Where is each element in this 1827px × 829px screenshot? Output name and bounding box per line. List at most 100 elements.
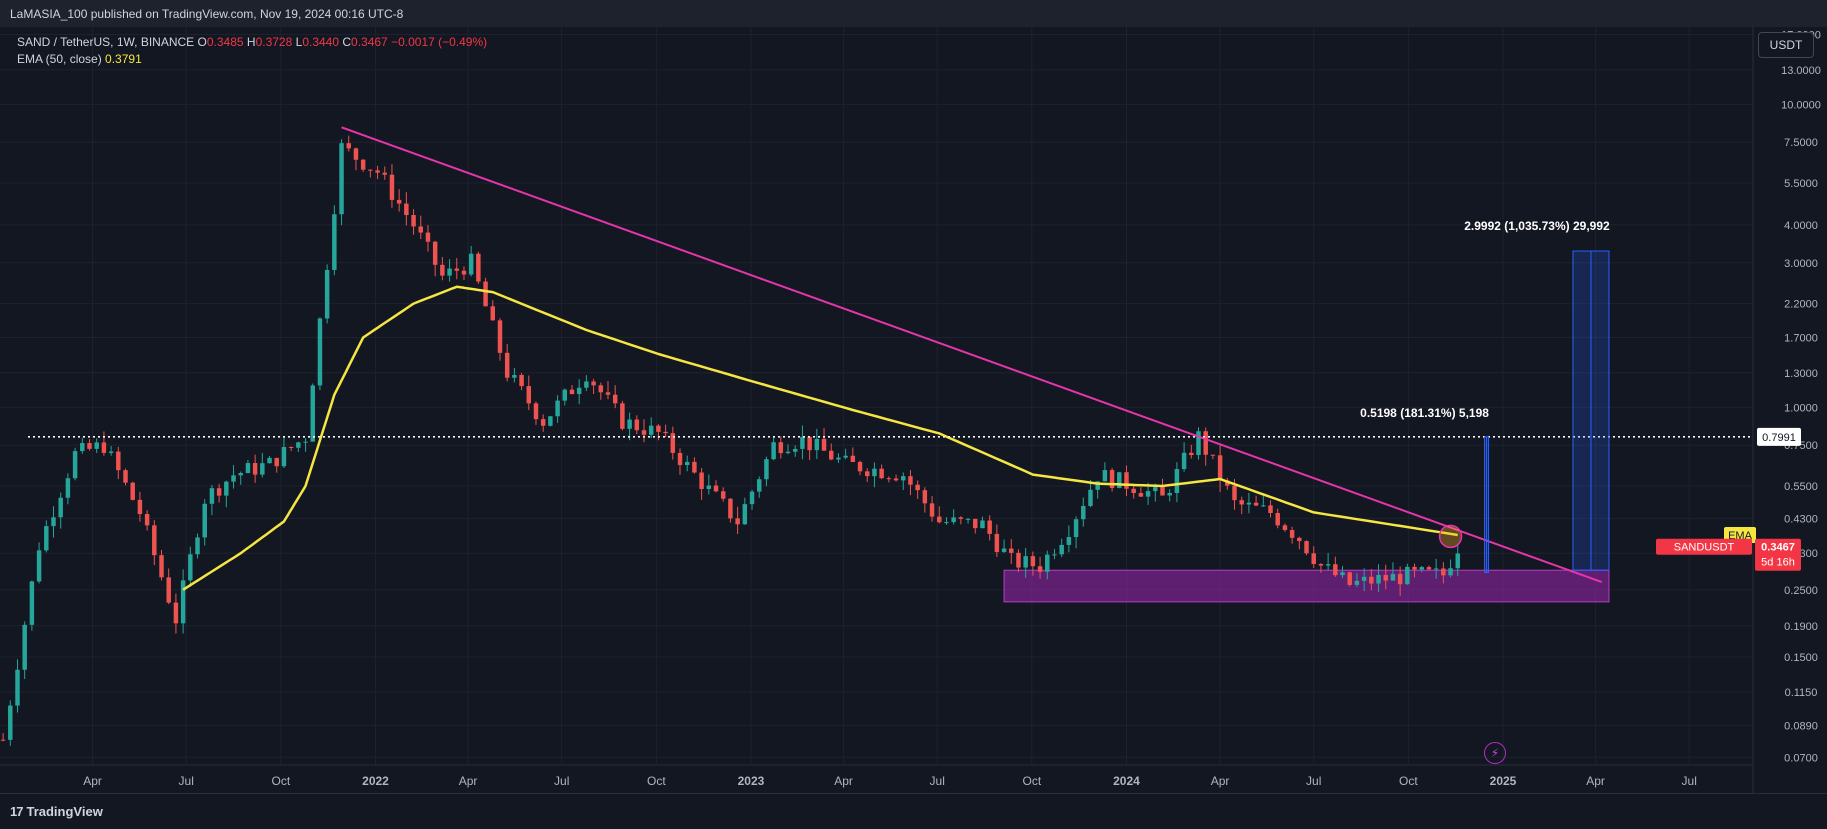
price-axis[interactable] bbox=[1753, 27, 1827, 793]
candle-body bbox=[1145, 491, 1151, 497]
candle-body bbox=[627, 419, 632, 429]
tradingview-logo[interactable]: 17 TradingView bbox=[10, 804, 103, 819]
candle-body bbox=[108, 451, 114, 453]
level-price-tag[interactable] bbox=[1757, 427, 1801, 446]
candle-body bbox=[1383, 574, 1388, 581]
legend-change: −0.0017 (−0.49%) bbox=[391, 35, 488, 49]
candle-body bbox=[1268, 505, 1273, 513]
time-axis-label: Apr bbox=[834, 774, 853, 788]
candle-body bbox=[1347, 572, 1352, 585]
candle-body bbox=[411, 215, 416, 227]
candle-body bbox=[144, 514, 150, 526]
candle-body bbox=[612, 394, 618, 404]
candle-body bbox=[130, 482, 135, 500]
candle-body bbox=[1426, 567, 1432, 570]
candle-body bbox=[245, 463, 251, 474]
legend-high-label: H bbox=[246, 35, 256, 49]
candle-body bbox=[1189, 452, 1194, 456]
time-axis-label: Apr bbox=[459, 774, 478, 788]
candle-body bbox=[706, 485, 712, 489]
candle-body bbox=[1419, 567, 1424, 570]
candle-body bbox=[1109, 470, 1115, 489]
candle-body bbox=[260, 463, 265, 475]
highlight-circle[interactable] bbox=[1438, 524, 1463, 549]
candle-body bbox=[58, 497, 63, 518]
candle-body bbox=[166, 577, 171, 603]
candle-body bbox=[872, 468, 877, 477]
candle-body bbox=[202, 503, 207, 538]
price-axis-tick: 1.7000 bbox=[1784, 333, 1818, 345]
candle-body bbox=[836, 457, 841, 460]
grid bbox=[0, 27, 1753, 765]
candle-body bbox=[476, 253, 481, 282]
candle-body bbox=[1102, 470, 1108, 482]
candle-body bbox=[1397, 573, 1403, 585]
candle-body bbox=[360, 159, 366, 170]
price-axis-tick: 5.5000 bbox=[1784, 178, 1818, 190]
time-axis-label: 2025 bbox=[1490, 774, 1517, 788]
candle-body bbox=[389, 174, 395, 200]
price-axis-tick: 4.0000 bbox=[1784, 220, 1818, 232]
candle-body bbox=[238, 473, 243, 476]
currency-button[interactable]: USDT bbox=[1758, 32, 1814, 58]
candle-body bbox=[1016, 552, 1021, 568]
candle-body bbox=[375, 170, 380, 173]
legend-low-label: L bbox=[295, 35, 303, 49]
candle-body bbox=[267, 457, 272, 464]
last-price-tag[interactable] bbox=[1755, 538, 1801, 571]
legend-close-value: 0.3467 bbox=[351, 35, 388, 49]
candle-body bbox=[973, 518, 978, 529]
price-axis-tick: 0.4300 bbox=[1784, 513, 1818, 525]
candle-body bbox=[454, 268, 460, 271]
candle-body bbox=[224, 481, 229, 496]
candle-body bbox=[209, 488, 215, 504]
candle-body bbox=[137, 499, 143, 515]
candle-body bbox=[87, 443, 92, 449]
time-axis-label: 2022 bbox=[362, 774, 389, 788]
candle-body bbox=[865, 471, 870, 477]
candle-body bbox=[116, 451, 121, 471]
price-chart[interactable]: 0.5198 (181.31%) 5,198 2.9992 (1,035.73%)… bbox=[0, 27, 1827, 793]
candle-body bbox=[72, 451, 78, 479]
candle-body bbox=[562, 389, 568, 401]
candle-body bbox=[65, 478, 71, 498]
candle-body bbox=[1441, 568, 1446, 576]
descending-trendline[interactable] bbox=[341, 126, 1603, 584]
candle-body bbox=[1311, 553, 1316, 565]
tradingview-brand: TradingView bbox=[26, 804, 103, 819]
candle-body bbox=[216, 488, 222, 496]
candle-body bbox=[670, 433, 676, 453]
time-axis-label: Apr bbox=[83, 774, 102, 788]
candle-body bbox=[29, 581, 35, 625]
time-axis-label: Oct bbox=[1399, 774, 1418, 788]
price-axis-tick: 0.1150 bbox=[1785, 687, 1818, 699]
tradingview-logo-icon: 17 bbox=[10, 804, 24, 819]
candle-body bbox=[987, 520, 992, 534]
candle-body bbox=[324, 269, 330, 319]
candle-body bbox=[1088, 489, 1093, 507]
candle-body bbox=[742, 504, 748, 525]
level-price-tag-text: 0.7991 bbox=[1762, 432, 1796, 444]
candle-body bbox=[944, 522, 949, 524]
candle-body bbox=[764, 459, 769, 480]
candle-body bbox=[814, 438, 820, 451]
ema-line[interactable] bbox=[182, 285, 1458, 591]
candle-body bbox=[1433, 568, 1439, 570]
legend-symbol[interactable]: SAND / TetherUS, 1W, BINANCE bbox=[17, 35, 195, 49]
candle-body bbox=[641, 430, 647, 435]
candle-body bbox=[1275, 512, 1280, 526]
symbol-tag[interactable] bbox=[1656, 538, 1752, 555]
price-axis-tick: 1.3000 bbox=[1784, 368, 1818, 380]
measure-2-label: 2.9992 (1,035.73%) 29,992 bbox=[1464, 219, 1610, 233]
legend-ema-label[interactable]: EMA (50, close) bbox=[17, 52, 102, 66]
time-axis-label: Jul bbox=[179, 774, 194, 788]
support-zone[interactable] bbox=[1003, 569, 1610, 603]
candle-body bbox=[929, 503, 935, 517]
candle-body bbox=[807, 436, 812, 451]
candle-body bbox=[44, 526, 49, 551]
candle-body bbox=[526, 386, 532, 404]
candle-body bbox=[591, 381, 596, 386]
candle-body bbox=[598, 385, 604, 393]
lightning-icon[interactable]: ⚡ bbox=[1484, 742, 1506, 764]
price-axis-tick: 13.0000 bbox=[1781, 65, 1821, 77]
